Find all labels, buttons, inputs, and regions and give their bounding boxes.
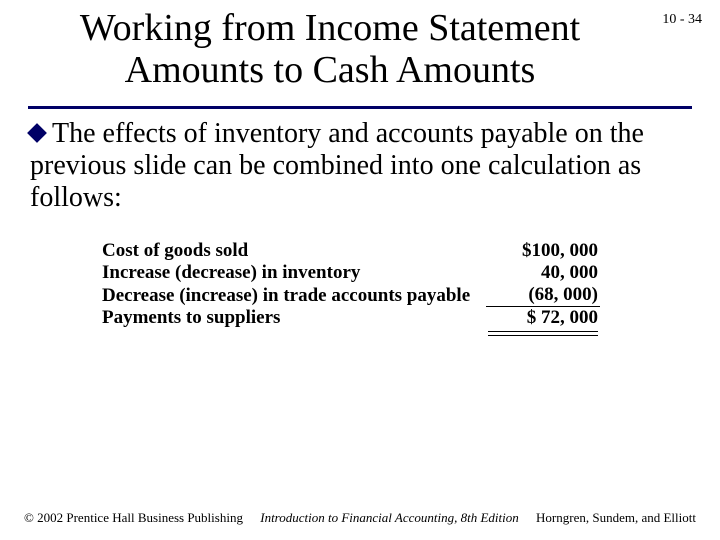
slide: 10 - 34 Working from Income Statement Am… [0, 0, 720, 540]
table-row: Payments to suppliers$ 72, 000 [100, 307, 600, 330]
body-paragraph: The effects of inventory and accounts pa… [30, 118, 690, 215]
row-amount: 40, 000 [486, 262, 600, 284]
row-label: Cost of goods sold [100, 240, 486, 262]
table-row: Cost of goods sold$100, 000 [100, 240, 600, 262]
title-underline [28, 106, 692, 109]
row-label: Payments to suppliers [100, 307, 486, 330]
row-label [100, 329, 486, 336]
table-row [100, 329, 600, 336]
calculation-table: Cost of goods sold$100, 000Increase (dec… [100, 240, 600, 336]
double-rule [486, 329, 600, 336]
table-row: Decrease (increase) in trade accounts pa… [100, 284, 600, 307]
row-label: Increase (decrease) in inventory [100, 262, 486, 284]
footer-left: © 2002 Prentice Hall Business Publishing [24, 510, 243, 526]
diamond-bullet-icon [27, 123, 47, 143]
row-amount: (68, 000) [486, 284, 600, 307]
body-text: The effects of inventory and accounts pa… [30, 118, 644, 213]
footer-center: Introduction to Financial Accounting, 8t… [243, 510, 536, 526]
page-number: 10 - 34 [662, 12, 702, 28]
footer-right: Horngren, Sundem, and Elliott [536, 510, 696, 526]
footer: © 2002 Prentice Hall Business Publishing… [24, 510, 696, 526]
row-amount: $ 72, 000 [486, 307, 600, 330]
slide-title: Working from Income Statement Amounts to… [50, 8, 610, 92]
title-line-2: Amounts to Cash Amounts [125, 49, 536, 91]
row-amount: $100, 000 [486, 240, 600, 262]
title-line-1: Working from Income Statement [80, 7, 580, 49]
row-label: Decrease (increase) in trade accounts pa… [100, 284, 486, 307]
table-row: Increase (decrease) in inventory40, 000 [100, 262, 600, 284]
